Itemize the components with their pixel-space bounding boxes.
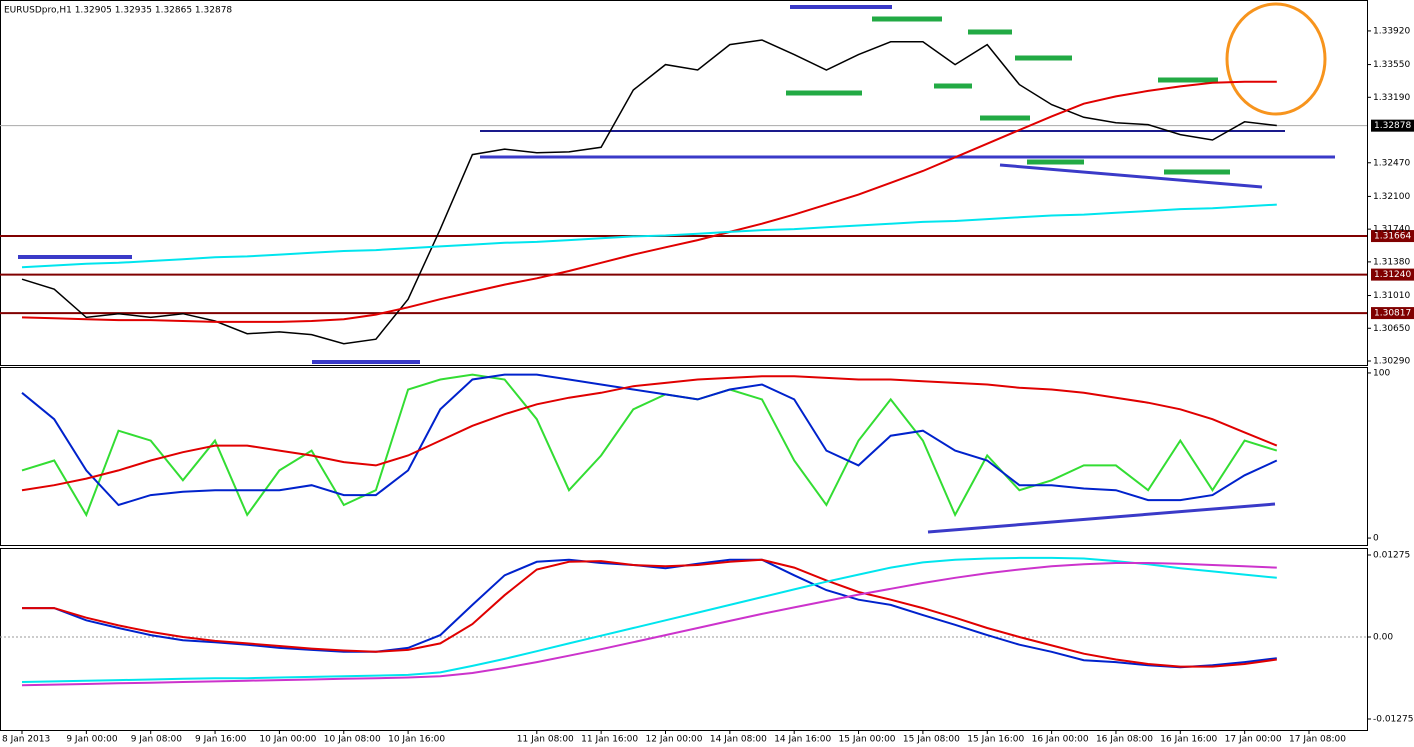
y-tick-label: 0 [1373, 534, 1379, 544]
y-tick-label: 1.32470 [1373, 158, 1410, 168]
series-line [21, 203, 1277, 269]
markers [786, 16, 1230, 175]
y-tick-label: 100 [1373, 368, 1390, 378]
y-tick-label: 1.33550 [1373, 60, 1410, 70]
y-tick-label: 1.30290 [1373, 356, 1410, 366]
x-tick-label: 14 Jan 16:00 [774, 735, 831, 745]
x-tick-label: 15 Jan 00:00 [839, 735, 896, 745]
level-label: 1.31240 [1374, 270, 1411, 280]
trend-line [927, 502, 1276, 534]
level-label: 1.31664 [1374, 232, 1411, 242]
current-price-box [1371, 119, 1414, 132]
x-tick-label: 9 Jan 16:00 [195, 735, 247, 745]
x-tick-label: 16 Jan 00:00 [1032, 735, 1089, 745]
level-label-box [1371, 307, 1414, 320]
y-tick-label: 0.00 [1373, 633, 1393, 643]
series-line [21, 556, 1277, 683]
y-tick-label: 1.30650 [1373, 324, 1410, 334]
series-line [21, 373, 1278, 507]
x-tick-label: 9 Jan 08:00 [131, 735, 183, 745]
x-tick-label: 10 Jan 00:00 [259, 735, 316, 745]
series-line [21, 80, 1277, 323]
oscillator-panel [0, 367, 1368, 546]
x-tick-label: 9 Jan 00:00 [66, 735, 118, 745]
current-price-label: 1.32878 [1374, 121, 1411, 131]
price-panel [0, 0, 1368, 366]
y-tick-label: 1.33190 [1373, 93, 1410, 103]
x-tick-label: 15 Jan 16:00 [967, 735, 1024, 745]
trend-line [999, 163, 1263, 189]
macd-panel [0, 548, 1368, 731]
highlight-circle [1225, 2, 1327, 116]
annotations [18, 2, 1335, 534]
y-tick-label: 1.31010 [1373, 291, 1410, 301]
series-line [21, 375, 1278, 492]
series-line [22, 558, 1277, 668]
chart-title: EURUSDpro,H1 1.32905 1.32935 1.32865 1.3… [4, 6, 232, 16]
x-tick-label: 16 Jan 08:00 [1096, 735, 1153, 745]
level-label-box [1371, 230, 1414, 243]
x-tick-label: 10 Jan 16:00 [388, 735, 445, 745]
y-tick-label: -0.01275 [1373, 715, 1413, 725]
x-tick-label: 11 Jan 08:00 [517, 735, 574, 745]
y-tick-label: 1.31740 [1373, 225, 1410, 235]
level-label-box [1371, 268, 1414, 281]
x-tick-label: 12 Jan 00:00 [646, 735, 703, 745]
y-tick-label: 1.32100 [1373, 192, 1410, 202]
x-tick-label: 10 Jan 08:00 [324, 735, 381, 745]
series-line [21, 562, 1277, 687]
x-tick-label: 16 Jan 16:00 [1160, 735, 1217, 745]
x-tick-label: 11 Jan 16:00 [581, 735, 638, 745]
y-tick-label: 1.31380 [1373, 257, 1410, 267]
y-tick-label: 0.01275 [1373, 551, 1410, 561]
x-tick-label: 17 Jan 00:00 [1225, 735, 1282, 745]
x-tick-label: 8 Jan 2013 [2, 735, 50, 745]
x-tick-label: 17 Jan 08:00 [1289, 735, 1346, 745]
y-tick-label: 1.33920 [1373, 26, 1410, 36]
series-line [21, 373, 1278, 518]
x-tick-label: 15 Jan 08:00 [903, 735, 960, 745]
level-label: 1.30817 [1374, 309, 1411, 319]
x-tick-label: 14 Jan 08:00 [710, 735, 767, 745]
